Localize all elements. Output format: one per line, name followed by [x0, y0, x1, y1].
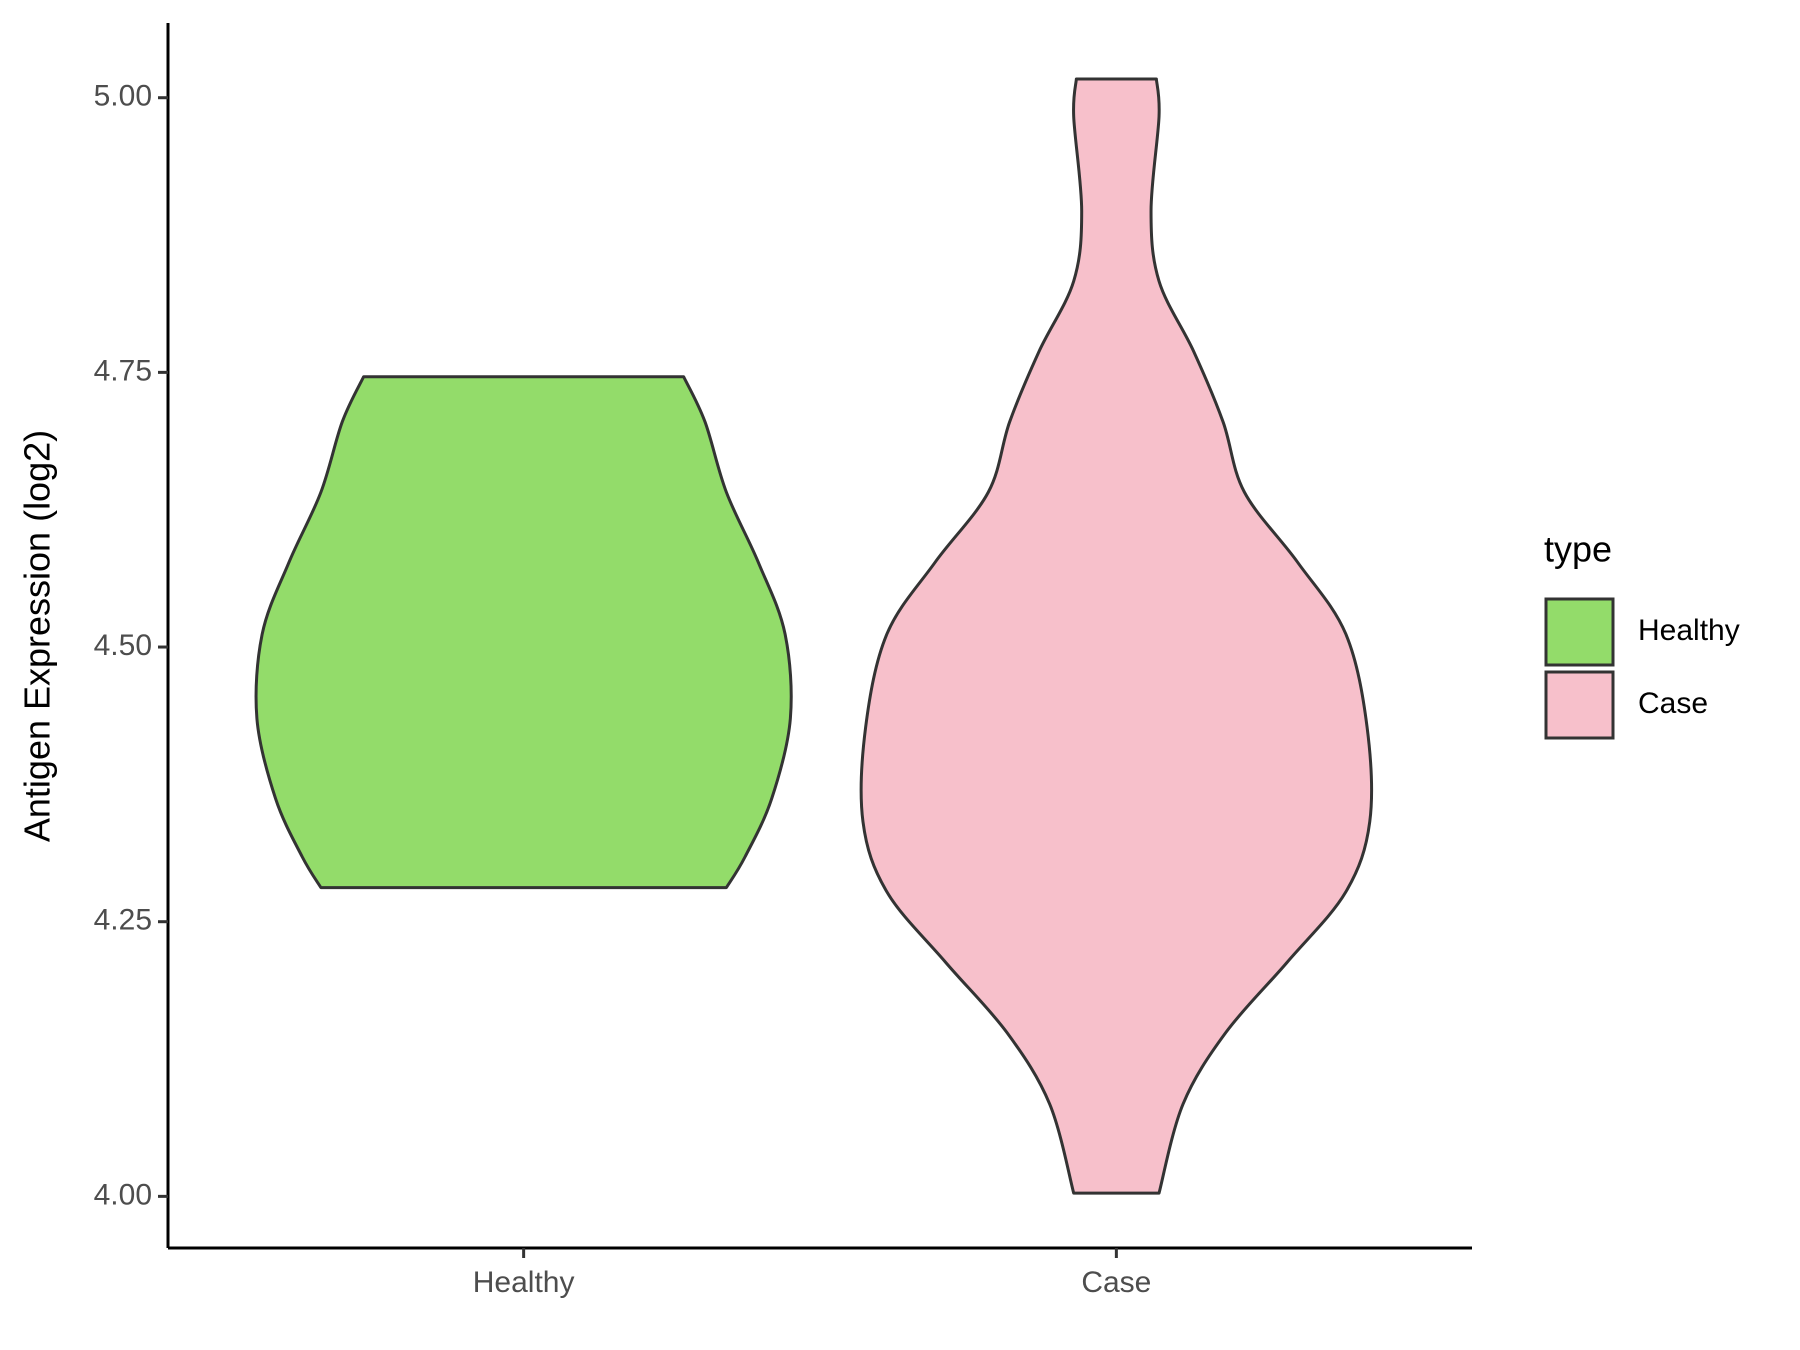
legend-key — [1544, 597, 1615, 667]
y-tick-label: 5.00 — [94, 80, 152, 113]
legend-title: type — [1544, 529, 1612, 570]
violin — [859, 77, 1374, 1195]
y-tick-label: 4.50 — [94, 629, 152, 662]
y-tick-label: 4.00 — [94, 1178, 152, 1211]
legend-label: Case — [1638, 687, 1708, 720]
y-axis-title: Antigen Expression (log2) — [17, 430, 58, 842]
y-tick-label: 4.25 — [94, 904, 152, 937]
legend-key — [1544, 670, 1615, 740]
x-tick-label: Healthy — [473, 1266, 575, 1299]
x-tick-label: Case — [1081, 1266, 1151, 1299]
y-tick-label: 4.75 — [94, 354, 152, 387]
violin — [254, 375, 793, 890]
legend-label: Healthy — [1638, 614, 1740, 647]
